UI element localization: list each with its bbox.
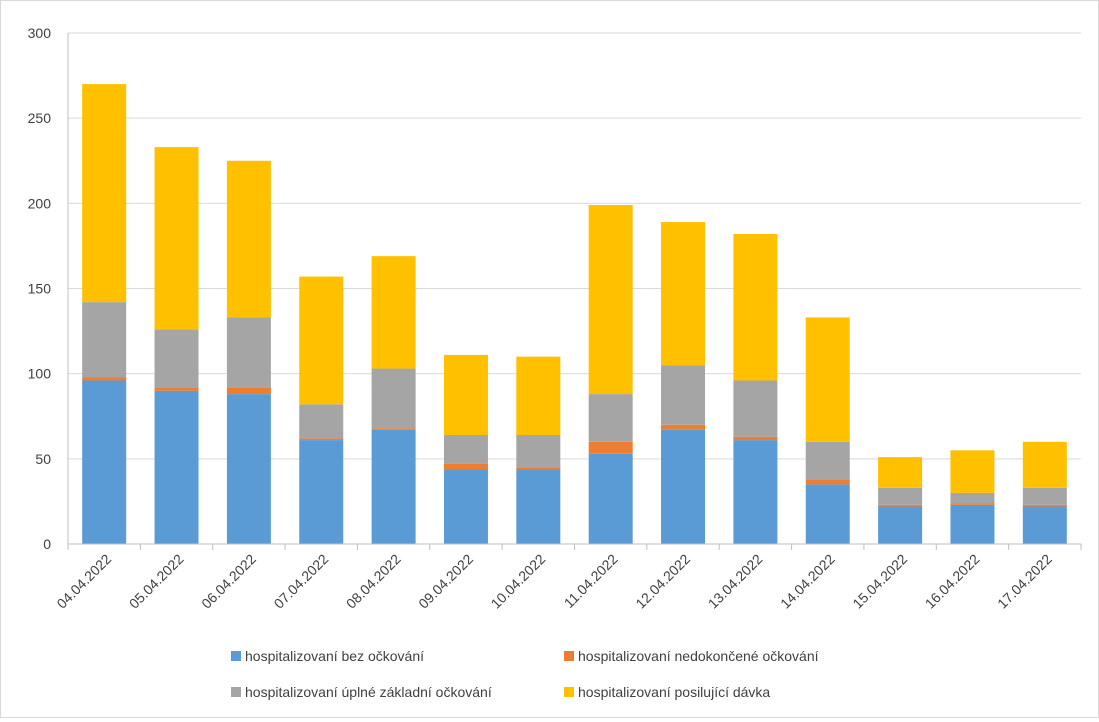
bar-segment [154,329,199,388]
legend-label: hospitalizovaní úplné základní očkování [245,684,492,700]
bar-segment [516,356,561,435]
bar-segment [661,365,706,425]
bar-segment [371,256,416,369]
y-tick-label: 150 [28,281,52,297]
y-tick-label: 300 [28,25,52,41]
bar-segment [878,487,923,505]
bar-segment [226,387,271,395]
bar-segment [1022,487,1067,505]
x-tick-label: 04.04.2022 [53,551,114,612]
bar-segment [733,436,778,441]
x-tick-label: 17.04.2022 [994,551,1055,612]
x-tick-label: 12.04.2022 [632,551,693,612]
bar-segment [82,377,127,381]
x-tick-label: 16.04.2022 [922,551,983,612]
legend-label: hospitalizovaní posilující dávka [578,684,770,700]
bar-segment [443,469,488,544]
bar-segment [878,504,923,507]
legend-swatch [564,651,574,661]
bar-segment [733,440,778,544]
bar-segment [661,424,706,430]
axes [67,33,1082,550]
y-tick-label: 50 [35,451,51,467]
legend-swatch [231,651,241,661]
x-tick-label: 11.04.2022 [561,551,621,611]
bar-segment [516,434,561,468]
bar-segment [950,503,995,505]
bar-segment [950,450,995,493]
bar-segment [661,429,706,544]
bar-segment [299,404,344,439]
bar-segment [516,467,561,470]
bar-segment [299,276,344,405]
bar-segment [805,317,850,442]
bars [82,84,1067,544]
bar-segment [226,394,271,544]
bar-segment [805,479,850,485]
bar-segment [516,469,561,544]
bar-segment [733,233,778,381]
bar-segment [154,387,199,391]
gridlines [68,32,1081,545]
bar-segment [1022,441,1067,488]
bar-segment [950,504,995,544]
bar-segment [443,463,488,470]
bar-segment [82,380,127,544]
x-tick-label: 06.04.2022 [198,551,259,612]
x-tick-label: 05.04.2022 [126,551,187,612]
y-tick-label: 250 [28,110,52,126]
bar-segment [661,222,706,366]
y-axis-ticks: 0 50 100 150 200 250 300 [28,25,52,552]
bar-segment [878,457,923,488]
x-axis-ticks: 04.04.2022 05.04.2022 06.04.2022 07.04.2022… [53,551,1055,612]
bar-segment [1022,506,1067,544]
legend-label: hospitalizovaní bez očkování [245,648,424,664]
bar-segment [226,160,271,318]
bar-segment [299,440,344,544]
x-tick-label: 14.04.2022 [777,551,838,612]
bar-segment [299,438,344,441]
bar-segment [226,317,271,388]
bar-segment [443,354,488,435]
bar-segment [443,434,488,464]
bar-segment [82,84,127,303]
bar-segment [154,147,199,330]
bar-segment [371,428,416,430]
bar-segment [950,492,995,504]
x-tick-label: 08.04.2022 [343,551,404,612]
legend: hospitalizovaní bez očkování hospitalizov… [231,648,819,700]
legend-label: hospitalizovaní nedokončené očkování [578,648,819,664]
bar-segment [371,429,416,544]
bar-segment [82,302,127,378]
bar-segment [588,441,633,454]
x-tick-label: 10.04.2022 [488,551,549,612]
legend-swatch [231,687,241,697]
x-tick-label: 13.04.2022 [705,551,766,612]
x-tick-label: 15.04.2022 [849,551,910,612]
bar-segment [805,441,850,480]
bar-segment [805,484,850,544]
bar-segment [588,453,633,544]
y-tick-label: 0 [43,536,51,552]
bar-segment [1022,504,1067,507]
bar-segment [371,368,416,429]
bar-segment [878,506,923,544]
y-tick-label: 100 [28,366,52,382]
x-tick-label: 07.04.2022 [271,551,332,612]
bar-segment [588,394,633,442]
legend-swatch [564,687,574,697]
bar-segment [588,205,633,395]
y-tick-label: 200 [28,195,52,211]
bar-segment [733,380,778,437]
x-tick-label: 09.04.2022 [415,551,476,612]
bar-segment [154,390,199,544]
